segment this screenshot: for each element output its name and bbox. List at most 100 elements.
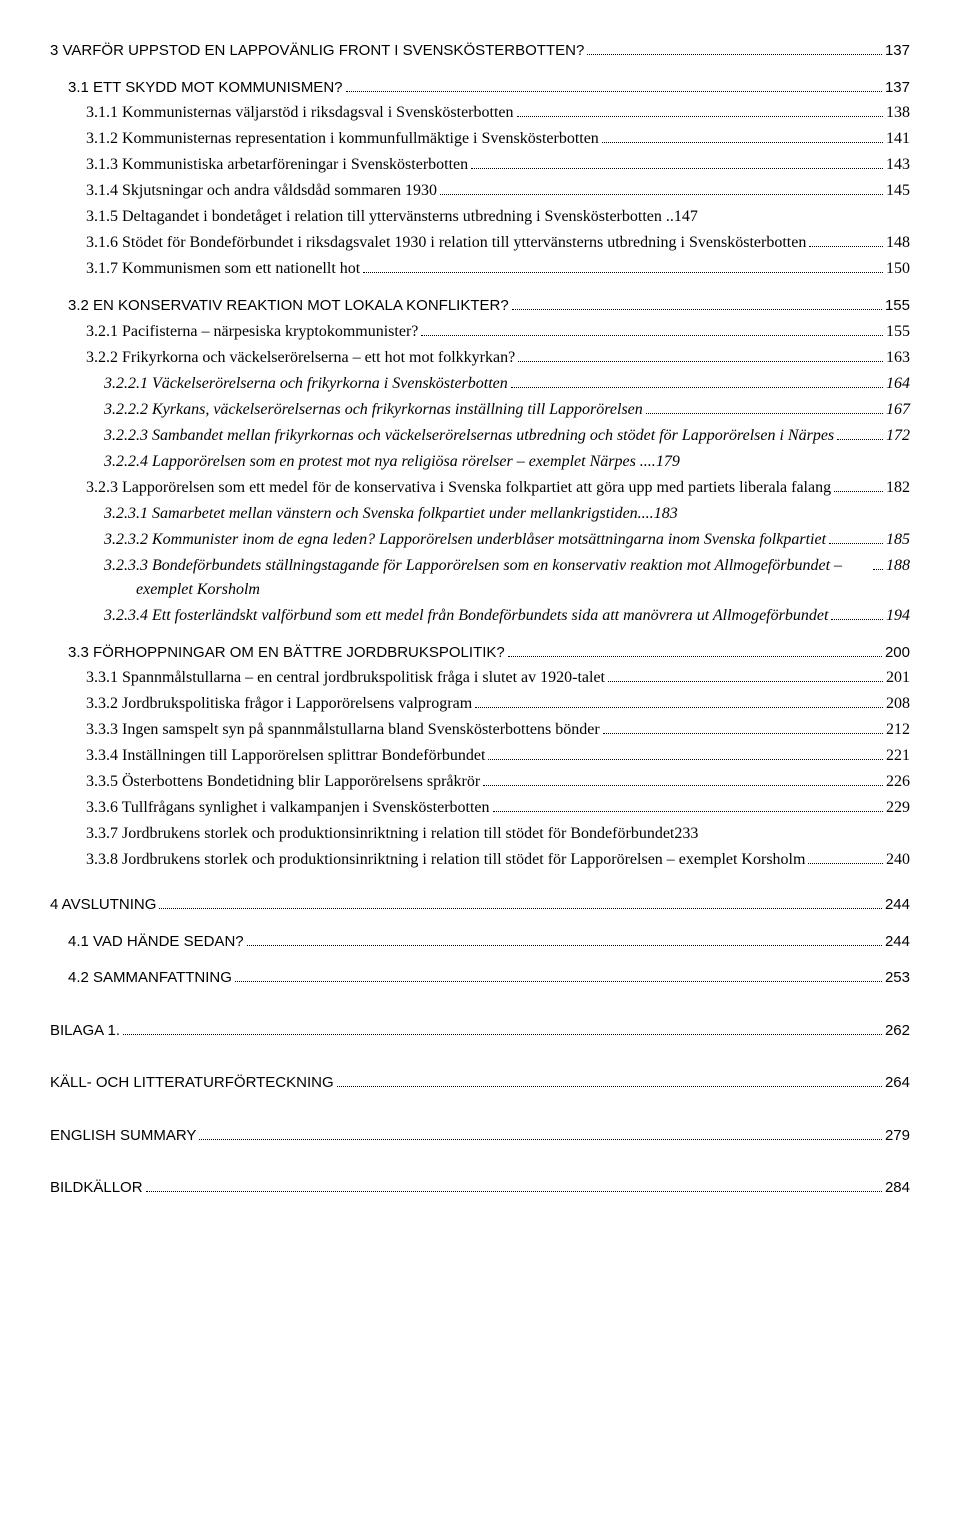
toc-page-number: 262 (885, 1020, 910, 1043)
toc-leader-dots (831, 604, 883, 619)
toc-page-number: 201 (886, 666, 910, 690)
toc-page-number: 221 (886, 744, 910, 768)
toc-label: 4.2 SAMMANFATTNING (68, 967, 232, 990)
toc-label: 3.3.7 Jordbrukens storlek och produktion… (86, 822, 674, 846)
toc-page-number: 229 (886, 796, 910, 820)
toc-label: 3.3.2 Jordbrukspolitiska frågor i Lappor… (86, 692, 472, 716)
toc-page-number: 155 (885, 295, 910, 318)
toc-page-number: 155 (886, 320, 910, 344)
toc-entry: KÄLL- OCH LITTERATURFÖRTECKNING 264 (50, 1072, 910, 1095)
toc-entry: 3.3.8 Jordbrukens storlek och produktion… (86, 848, 910, 872)
toc-page-number: 148 (886, 231, 910, 255)
toc-entry: 3.3 FÖRHOPPNINGAR OM EN BÄTTRE JORDBRUKS… (68, 642, 910, 665)
toc-entry: 3.1.3 Kommunistiska arbetarföreningar i … (86, 153, 910, 177)
toc-entry: 4.2 SAMMANFATTNING 253 (68, 967, 910, 990)
toc-leader-dots (337, 1073, 882, 1088)
toc-page-number: 179 (656, 450, 680, 474)
toc-page-number: 279 (885, 1125, 910, 1148)
toc-page-number: 172 (886, 424, 910, 448)
toc-entry: 3.2.3.3 Bondeförbundets ställningstagand… (104, 554, 910, 602)
toc-leader-dots (512, 296, 882, 311)
toc-entry: 3.3.1 Spannmålstullarna – en central jor… (86, 666, 910, 690)
toc-page-number: 200 (885, 642, 910, 665)
toc-label: 3.2.2.1 Väckelserörelserna och frikyrkor… (104, 372, 508, 396)
toc-leader-dots (159, 895, 882, 910)
toc-leader-dots (809, 232, 883, 247)
toc-leader-dots (346, 77, 882, 92)
toc-entry: 3.3.6 Tullfrågans synlighet i valkampanj… (86, 796, 910, 820)
toc-entry: 3.2.3 Lapporörelsen som ett medel för de… (86, 476, 910, 500)
toc-label: 3.2.2.2 Kyrkans, väckelserörelsernas och… (104, 398, 643, 422)
toc-entry: 3.1.2 Kommunisternas representation i ko… (86, 127, 910, 151)
toc-entry: 3.1.7 Kommunismen som ett nationellt hot… (86, 257, 910, 281)
toc-leader-dots (518, 346, 883, 361)
toc-page-number: 167 (886, 398, 910, 422)
toc-label: 3.1.1 Kommunisternas väljarstöd i riksda… (86, 101, 514, 125)
toc-label: 3.1.5 Deltagandet i bondetåget i relatio… (86, 205, 674, 229)
toc-label: BILAGA 1. (50, 1020, 120, 1043)
toc-page-number: 183 (654, 502, 678, 526)
toc-entry: 3.2.2.1 Väckelserörelserna och frikyrkor… (104, 372, 910, 396)
toc-leader-dots (421, 320, 883, 335)
toc-page-number: 188 (886, 554, 910, 578)
toc-entry: 3.3.2 Jordbrukspolitiska frågor i Lappor… (86, 692, 910, 716)
toc-entry: 3.3.3 Ingen samspelt syn på spannmålstul… (86, 718, 910, 742)
toc-leader-dots (440, 180, 883, 195)
toc-page-number: 147 (674, 205, 698, 229)
toc-page-number: 233 (674, 822, 698, 846)
toc-label: 3.2.3.1 Samarbetet mellan vänstern och S… (104, 502, 654, 526)
toc-page-number: 185 (886, 528, 910, 552)
toc-entry: 4.1 VAD HÄNDE SEDAN?244 (68, 931, 910, 954)
toc-entry: 3.2.3.2 Kommunister inom de egna leden? … (104, 528, 910, 552)
toc-entry: 3.1.6 Stödet för Bondeförbundet i riksda… (86, 231, 910, 255)
toc-leader-dots (837, 424, 883, 439)
toc-label: 3.2.2.4 Lapporörelsen som en protest mot… (104, 450, 656, 474)
toc-page-number: 182 (886, 476, 910, 500)
toc-label: 3.1.7 Kommunismen som ett nationellt hot (86, 257, 360, 281)
toc-entry: 3 VARFÖR UPPSTOD EN LAPPOVÄNLIG FRONT I … (50, 40, 910, 63)
toc-entry: 3.2.3.1 Samarbetet mellan vänstern och S… (104, 502, 910, 526)
toc-leader-dots (587, 41, 882, 56)
toc-leader-dots (508, 642, 882, 657)
toc-entry: 3.2.1 Pacifisterna – närpesiska kryptoko… (86, 320, 910, 344)
toc-label: 3.3.8 Jordbrukens storlek och produktion… (86, 848, 805, 872)
toc-entry: ENGLISH SUMMARY279 (50, 1125, 910, 1148)
toc-page-number: 208 (886, 692, 910, 716)
toc-page-number: 226 (886, 770, 910, 794)
toc-label: KÄLL- OCH LITTERATURFÖRTECKNING (50, 1072, 334, 1095)
toc-leader-dots (363, 258, 883, 273)
toc-label: 3.2.2 Frikyrkorna och väckelserörelserna… (86, 346, 515, 370)
toc-page-number: 240 (886, 848, 910, 872)
toc-page-number: 137 (885, 40, 910, 63)
toc-label: 3.3.3 Ingen samspelt syn på spannmålstul… (86, 718, 600, 742)
toc-page-number: 253 (885, 967, 910, 990)
toc-label: 3 VARFÖR UPPSTOD EN LAPPOVÄNLIG FRONT I … (50, 40, 584, 63)
toc-leader-dots (834, 476, 883, 491)
toc-label: 3.1 ETT SKYDD MOT KOMMUNISMEN? (68, 77, 343, 100)
toc-entry: 3.2.2.4 Lapporörelsen som en protest mot… (104, 450, 910, 474)
toc-page-number: 137 (885, 77, 910, 100)
toc-label: 3.2.3 Lapporörelsen som ett medel för de… (86, 476, 831, 500)
toc-page-number: 264 (885, 1072, 910, 1095)
toc-label: 3.3.6 Tullfrågans synlighet i valkampanj… (86, 796, 490, 820)
toc-page-number: 145 (886, 179, 910, 203)
toc-page-number: 212 (886, 718, 910, 742)
toc-entry: 3.1 ETT SKYDD MOT KOMMUNISMEN? 137 (68, 77, 910, 100)
toc-label: 3.3 FÖRHOPPNINGAR OM EN BÄTTRE JORDBRUKS… (68, 642, 505, 665)
toc-label: 3.2.1 Pacifisterna – närpesiska kryptoko… (86, 320, 418, 344)
toc-entry: 3.2.2 Frikyrkorna och väckelserörelserna… (86, 346, 910, 370)
toc-entry: 3.2 EN KONSERVATIV REAKTION MOT LOKALA K… (68, 295, 910, 318)
toc-page-number: 284 (885, 1177, 910, 1200)
toc-entry: 3.1.4 Skjutsningar och andra våldsdåd so… (86, 179, 910, 203)
toc-page-number: 150 (886, 257, 910, 281)
toc-page-number: 194 (886, 604, 910, 628)
toc-entry: 3.2.2.3 Sambandet mellan frikyrkornas oc… (104, 424, 910, 448)
toc-leader-dots (475, 693, 883, 708)
toc-label: 3.3.1 Spannmålstullarna – en central jor… (86, 666, 605, 690)
toc-leader-dots (808, 849, 883, 864)
toc-label: 3.1.6 Stödet för Bondeförbundet i riksda… (86, 231, 806, 255)
toc-leader-dots (608, 667, 883, 682)
toc-label: 3.2.3.4 Ett fosterländskt valförbund som… (104, 604, 828, 628)
toc-page-number: 141 (886, 127, 910, 151)
table-of-contents: 3 VARFÖR UPPSTOD EN LAPPOVÄNLIG FRONT I … (50, 40, 910, 1200)
